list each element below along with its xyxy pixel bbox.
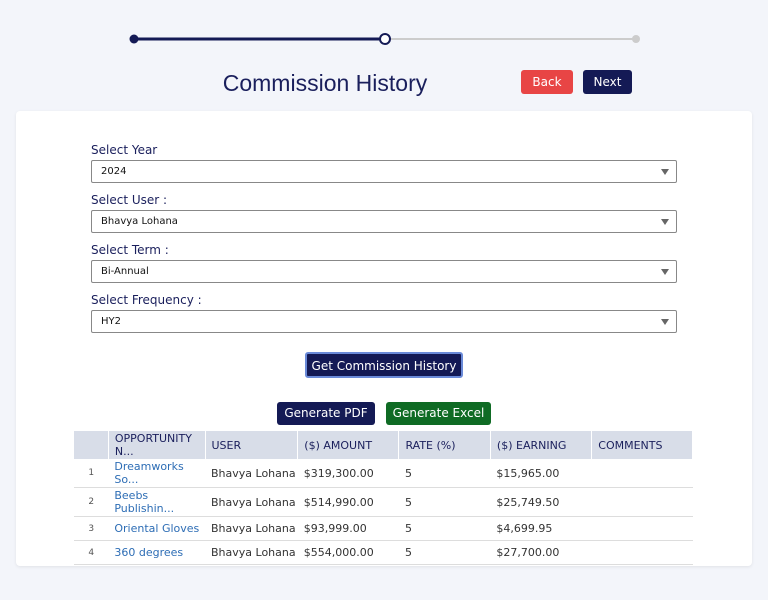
header-cell: USER [205,431,298,459]
header-cell: OPPORTUNITY N... [108,431,205,459]
cell: 5 [399,517,490,541]
cell: Bhavya Lohana [205,541,298,565]
cell[interactable]: Dreamworks So... [108,459,205,488]
cell [592,488,693,517]
submit-button[interactable]: Get Commission History [305,352,463,378]
excel-button[interactable]: Generate Excel [386,402,491,425]
cell: 5 [399,459,490,488]
cell: 3 [74,517,108,541]
header-cell: ($) AMOUNT [298,431,399,459]
select[interactable]: Bhavya Lohana [91,210,677,233]
cell [592,541,693,565]
cell: $514,990.00 [298,488,399,517]
cell: Bhavya Lohana [205,488,298,517]
table: OPPORTUNITY N...USER($) AMOUNTRATE (%)($… [74,431,693,565]
cell: $4,699.95 [490,517,591,541]
cell [592,459,693,488]
select[interactable]: HY2 [91,310,677,333]
cell: Bhavya Lohana [205,459,298,488]
pdf-button[interactable]: Generate PDF [277,402,375,425]
row: 2Beebs Publishin...Bhavya Lohana$514,990… [74,488,693,517]
back-button[interactable]: Back [521,70,573,94]
cell: 1 [74,459,108,488]
cell: 5 [399,541,490,565]
field-label: Select Term : [91,243,169,257]
header-cell: RATE (%) [399,431,490,459]
cell[interactable]: Oriental Gloves [108,517,205,541]
cell: 2 [74,488,108,517]
next-button[interactable]: Next [583,70,632,94]
row: 1Dreamworks So...Bhavya Lohana$319,300.0… [74,459,693,488]
cell: $554,000.00 [298,541,399,565]
field-label: Select Year [91,143,157,157]
field-label: Select Frequency : [91,293,202,307]
cell: $27,700.00 [490,541,591,565]
header-cell: COMMENTS [592,431,693,459]
cell: $319,300.00 [298,459,399,488]
row: 3Oriental GlovesBhavya Lohana$93,999.005… [74,517,693,541]
select[interactable]: 2024 [91,160,677,183]
stepper [125,30,645,50]
row: 4360 degreesBhavya Lohana$554,000.005$27… [74,541,693,565]
cell [592,517,693,541]
cell: 5 [399,488,490,517]
cell[interactable]: Beebs Publishin... [108,488,205,517]
cell: 4 [74,541,108,565]
header-cell [74,431,108,459]
cell: $25,749.50 [490,488,591,517]
field-label: Select User : [91,193,167,207]
cell: $15,965.00 [490,459,591,488]
cell: Bhavya Lohana [205,517,298,541]
cell: $93,999.00 [298,517,399,541]
header-cell: ($) EARNING [490,431,591,459]
cell[interactable]: 360 degrees [108,541,205,565]
select[interactable]: Bi-Annual [91,260,677,283]
